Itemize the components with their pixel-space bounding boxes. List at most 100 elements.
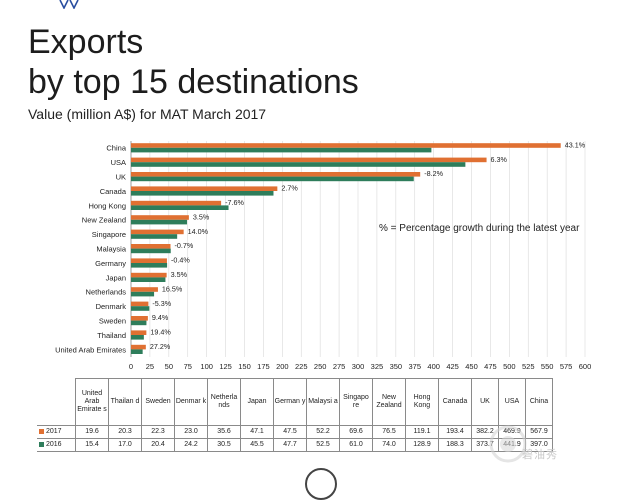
watermark-logo [489, 425, 527, 463]
category-label: Sweden [99, 317, 126, 326]
x-tick-label: 25 [146, 362, 154, 371]
growth-label: -8.2% [424, 169, 443, 178]
bar-2017 [131, 143, 561, 148]
category-label: Thailand [97, 331, 126, 340]
bar-2016 [131, 205, 229, 210]
bar-2017 [131, 272, 167, 278]
legend-label: 2016 [46, 441, 62, 448]
table-row: 2016 15.4 17.0 20.4 24.2 30.5 45.5 47.7 52.5 61.0… [37, 438, 553, 452]
category-label: Canada [100, 187, 127, 196]
page-title-line-2: by top 15 destinations [28, 63, 359, 101]
table-column-header: Netherla nds [207, 378, 241, 426]
category-label: China [106, 144, 126, 153]
table-cell: 119.1 [405, 425, 439, 439]
table-corner [37, 379, 76, 426]
table-row-label: 2016 [37, 438, 76, 452]
x-tick-label: 150 [238, 362, 251, 371]
category-label: Germany [95, 259, 126, 268]
table-cell: 30.5 [207, 438, 241, 452]
x-tick-label: 375 [408, 362, 421, 371]
bar-2016 [131, 306, 150, 311]
table-column-header: New Zealand [372, 378, 406, 426]
x-tick-label: 250 [314, 362, 327, 371]
data-table: United Arab Emirate s Thailan d Sweden Denm… [37, 378, 553, 452]
table-cell: 19.6 [75, 425, 109, 439]
table-cell: 74.0 [372, 438, 406, 452]
category-label: Hong Kong [88, 201, 126, 210]
x-tick-label: 50 [165, 362, 173, 371]
table-cell: 47.7 [273, 438, 307, 452]
bar-2016 [131, 335, 144, 340]
table-column-header: UK [471, 378, 499, 426]
table-cell: 22.3 [141, 425, 175, 439]
table-cell: 76.5 [372, 425, 406, 439]
bar-2016 [131, 277, 166, 282]
x-tick-label: 300 [352, 362, 365, 371]
growth-label: 9.4% [152, 313, 169, 322]
x-tick-label: 425 [446, 362, 459, 371]
category-label: Netherlands [86, 288, 127, 297]
category-label: Japan [106, 273, 126, 282]
category-label: New Zealand [82, 216, 126, 225]
x-tick-label: 325 [371, 362, 384, 371]
category-label: Denmark [96, 302, 127, 311]
bar-2017 [131, 287, 158, 292]
bar-chart: 0 25 50 75 100 125 150 175 200 225 250 275 300 325 350… [55, 140, 591, 371]
bar-2017 [131, 244, 171, 249]
table-cell: 193.4 [438, 425, 472, 439]
growth-label: 27.2% [150, 342, 171, 351]
table-column-header: German y [273, 378, 307, 426]
table-header-row: United Arab Emirate s Thailan d Sweden Denm… [37, 378, 553, 426]
growth-label: -0.7% [174, 241, 193, 250]
growth-label: -7.6% [225, 198, 244, 207]
table-column-header: Japan [240, 378, 274, 426]
growth-label: 3.5% [171, 270, 188, 279]
bar-2017 [131, 157, 487, 163]
bar-2017 [131, 316, 148, 321]
table-cell: 52.5 [306, 438, 340, 452]
table-cell: 15.4 [75, 438, 109, 452]
bar-2016 [131, 349, 143, 354]
table-column-header: Canada [438, 378, 472, 426]
growth-label: 3.5% [193, 212, 210, 221]
logo-icon [59, 0, 79, 9]
page-title-line-1: Exports [28, 23, 144, 61]
table-cell: 35.6 [207, 425, 241, 439]
bar-2017 [131, 258, 167, 263]
bar-2016 [131, 147, 432, 153]
table-cell: 61.0 [339, 438, 373, 452]
x-tick-label: 0 [129, 362, 133, 371]
table-column-header: Denmar k [174, 378, 208, 426]
table-column-header: USA [498, 378, 526, 426]
legend-swatch [39, 441, 44, 447]
bar-2016 [131, 162, 466, 167]
bottom-circle-decoration [305, 468, 337, 500]
legend-swatch [39, 428, 44, 434]
table-cell: 24.2 [174, 438, 208, 452]
table-column-header: Malaysi a [306, 378, 340, 426]
growth-label: 6.3% [491, 155, 508, 164]
x-tick-label: 175 [257, 362, 270, 371]
table-column-header: United Arab Emirate s [75, 378, 109, 426]
table-cell: 52.2 [306, 425, 340, 439]
table-cell: 69.6 [339, 425, 373, 439]
growth-label: 14.0% [188, 227, 209, 236]
x-tick-label: 75 [184, 362, 192, 371]
page-subtitle: Value (million A$) for MAT March 2017 [28, 106, 267, 122]
bar-2017 [131, 200, 222, 206]
category-label: Singapore [92, 230, 126, 239]
x-tick-label: 575 [560, 362, 573, 371]
bar-2017 [131, 186, 278, 191]
category-label: UK [116, 173, 126, 182]
bar-2017 [131, 215, 189, 220]
category-label: USA [111, 158, 126, 167]
growth-label: 19.4% [150, 328, 171, 337]
category-label: Malaysia [96, 245, 126, 254]
table-cell: 188.3 [438, 438, 472, 452]
table-cell: 128.9 [405, 438, 439, 452]
growth-label: -5.3% [152, 299, 171, 308]
table-cell: 20.4 [141, 438, 175, 452]
table-cell: 23.0 [174, 425, 208, 439]
category-label: United Arab Emirates [55, 345, 126, 354]
bar-2017 [131, 344, 146, 350]
